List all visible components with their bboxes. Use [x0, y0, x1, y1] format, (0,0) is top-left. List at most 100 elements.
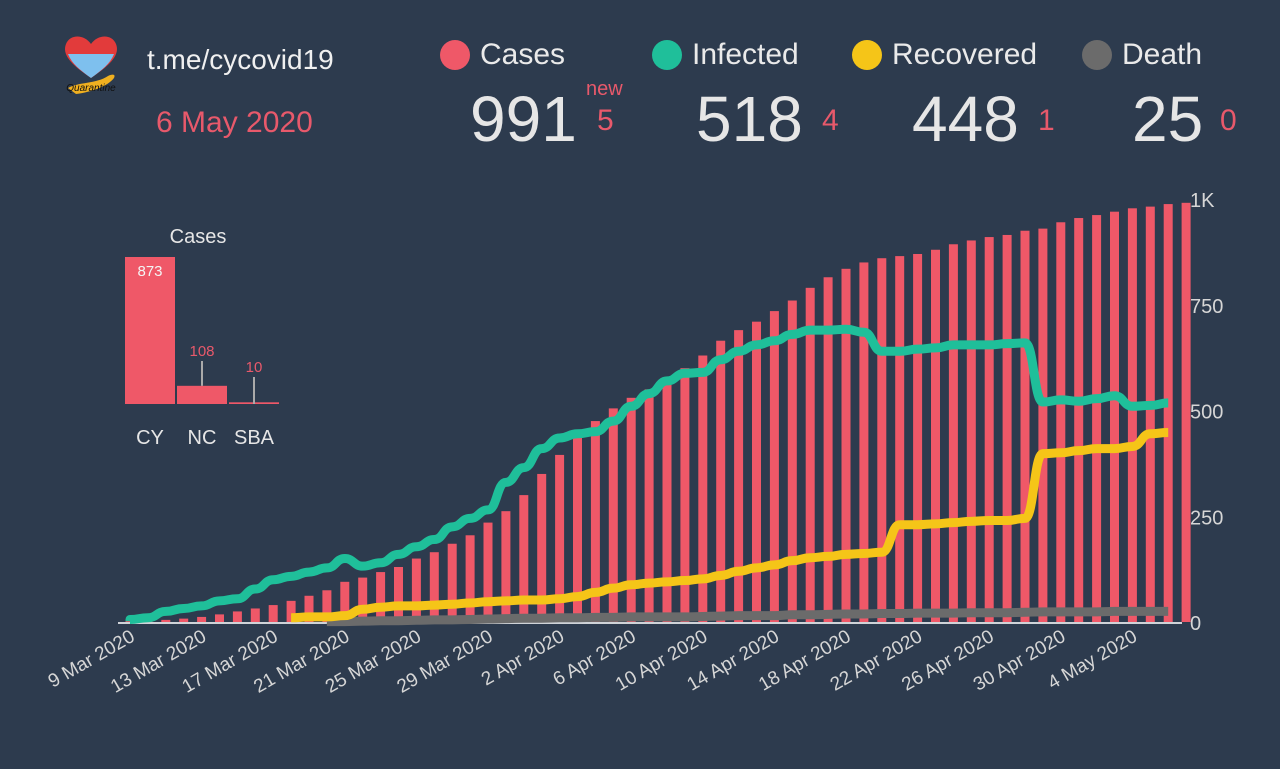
cases-bar [590, 421, 600, 622]
cases-bar [519, 495, 529, 622]
cases-bar [1002, 234, 1012, 622]
cases-bar [537, 473, 547, 622]
stat-cases: Cases 991 new 5 [440, 38, 623, 155]
region-category-label: CY [136, 427, 164, 449]
region-category-label: NC [188, 427, 217, 449]
stat-infected: Infected 518 4 [652, 38, 839, 155]
cases-bar [626, 397, 636, 622]
cases-bar [1145, 206, 1155, 622]
region-bar-nc [177, 385, 227, 404]
cases-bar [1092, 215, 1102, 622]
cases-bar [1181, 202, 1191, 622]
y-tick-label: 500 [1190, 402, 1223, 424]
cases-bar [877, 258, 887, 622]
cases-bar [394, 567, 403, 622]
stat-value: 991 [470, 83, 577, 155]
cases-bar [376, 572, 386, 622]
cases-bar [555, 454, 565, 622]
cases-bar [931, 249, 940, 622]
cases-bar [913, 253, 923, 623]
stat-death: Death 25 0 [1082, 38, 1237, 155]
cases-bar [429, 552, 439, 622]
cases-bar [841, 268, 851, 622]
infected-line [125, 324, 1169, 625]
cases-bar [232, 611, 242, 622]
cases-bar [823, 277, 833, 622]
cases-bar [895, 256, 905, 622]
death-legend-dot [1082, 40, 1112, 70]
stat-recovered: Recovered 448 1 [852, 38, 1055, 155]
infected-legend-dot [652, 40, 682, 70]
y-tick-label: 250 [1190, 507, 1223, 529]
cases-bar [608, 408, 618, 622]
y-tick-label: 750 [1190, 296, 1223, 318]
cases-bar [358, 577, 368, 622]
cases-bar [859, 262, 869, 622]
cases-bar [1127, 208, 1137, 622]
region-bar-cy [125, 257, 175, 404]
cases-bar [215, 614, 224, 622]
stat-value: 448 [912, 83, 1019, 155]
mask-band [68, 54, 114, 78]
cases-bar [411, 558, 421, 622]
cyprus-shape-icon [68, 74, 115, 94]
cases-bar [1074, 218, 1084, 622]
report-date: 6 May 2020 [156, 106, 313, 139]
cases-bar [734, 330, 744, 622]
cases-bar [984, 237, 994, 622]
quarantine-logo: Quarantine [65, 36, 117, 94]
cases-bar [1163, 204, 1173, 623]
cases-bar [573, 435, 582, 622]
mini-chart-title: Cases [170, 226, 227, 248]
cases-bar [501, 511, 511, 622]
region-value-label: 873 [137, 263, 162, 280]
cases-bar [1020, 230, 1030, 622]
new-label: new [586, 78, 623, 100]
cases-legend-dot [440, 40, 470, 70]
cases-bar [680, 368, 690, 622]
cases-bar [948, 244, 958, 623]
stat-delta: 0 [1220, 104, 1237, 137]
region-value-label: 10 [246, 359, 263, 376]
cases-bar [769, 311, 779, 622]
cases-bar [1056, 222, 1066, 622]
death-line [326, 606, 1169, 627]
cases-bar [304, 595, 314, 622]
region-category-label: SBA [234, 427, 275, 449]
stat-label: Infected [692, 38, 799, 71]
stat-value: 518 [696, 83, 803, 155]
cases-bar [268, 605, 278, 622]
y-tick-label: 0 [1190, 613, 1201, 635]
cases-bar [179, 618, 189, 622]
cases-bar [805, 287, 815, 622]
cases-bar [1038, 228, 1048, 623]
cases-bar [662, 378, 672, 622]
site-link[interactable]: t.me/cycovid19 [147, 44, 334, 75]
cases-bar [447, 543, 457, 622]
logo-text: Quarantine [66, 83, 116, 94]
stat-delta: 4 [822, 104, 839, 137]
stat-delta: 1 [1038, 104, 1055, 137]
stat-label: Cases [480, 38, 566, 71]
cases-bar [698, 355, 708, 622]
recovered-legend-dot [852, 40, 882, 70]
cases-bar [1110, 211, 1119, 622]
cases-bar [465, 535, 475, 622]
cases-bar [966, 240, 976, 623]
cases-bar [483, 522, 493, 622]
cases-bar [716, 340, 726, 622]
cases-bar [644, 389, 654, 622]
cases-bar [161, 619, 171, 622]
region-value-label: 108 [189, 343, 214, 360]
cases-bar [197, 616, 207, 622]
stat-label: Recovered [892, 38, 1038, 71]
recovered-line [291, 427, 1169, 623]
cases-bar [787, 300, 797, 622]
stat-label: Death [1122, 38, 1203, 71]
region-bar-chart: Cases 873 CY 108 NC 10 SBA [125, 226, 279, 449]
y-tick-label: 1K [1190, 190, 1215, 212]
cases-bar [340, 581, 350, 622]
cases-bar [322, 590, 332, 622]
